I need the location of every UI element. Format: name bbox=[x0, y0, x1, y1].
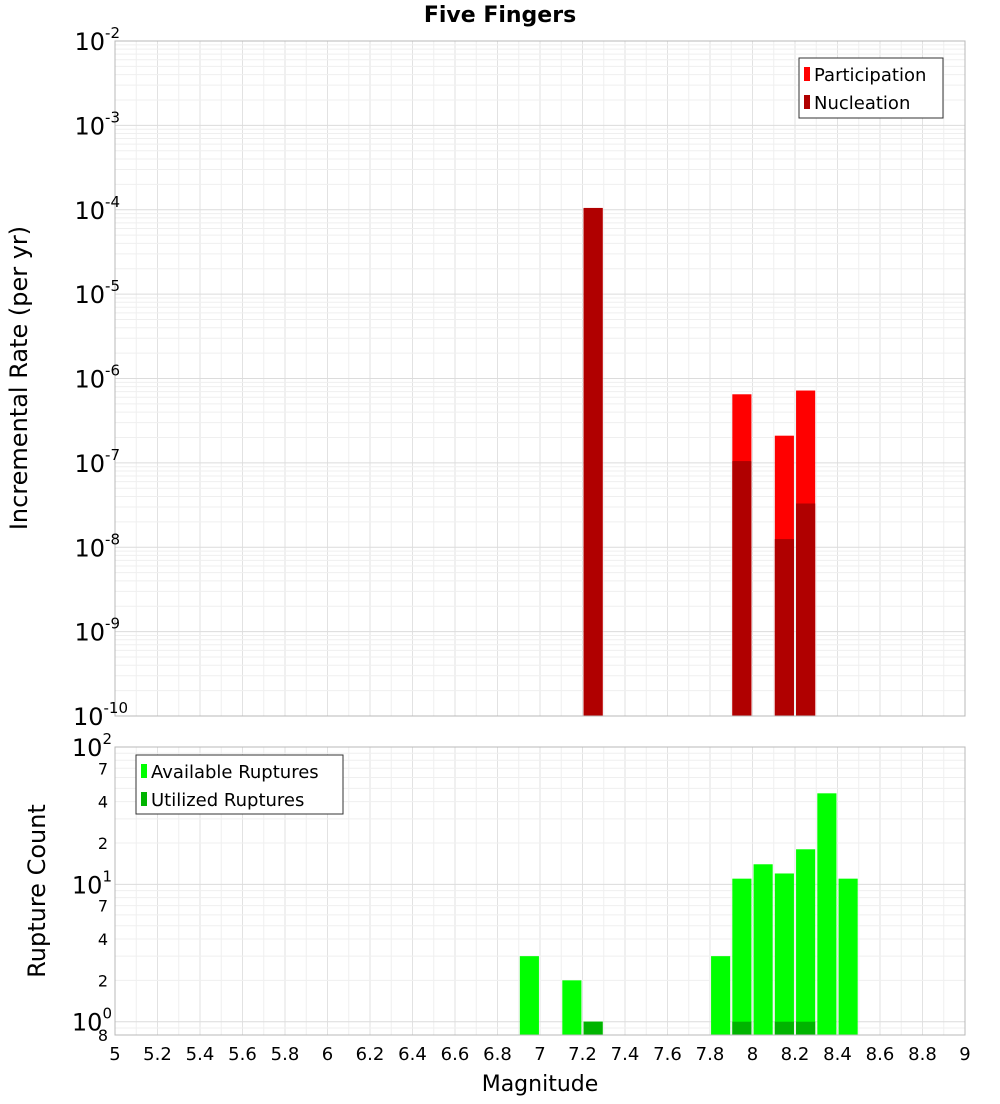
x-tick-label: 8.2 bbox=[781, 1044, 810, 1065]
x-tick-label: 7.8 bbox=[696, 1044, 725, 1065]
legend-swatch bbox=[141, 764, 147, 778]
y-tick-label: 7 bbox=[98, 897, 108, 916]
x-tick-label: 6.6 bbox=[441, 1044, 470, 1065]
y-tick-label: 2 bbox=[98, 834, 108, 853]
x-tick-label: 7.4 bbox=[611, 1044, 640, 1065]
legend-label: Nucleation bbox=[814, 93, 910, 114]
y-tick-label: 100 bbox=[72, 1005, 112, 1037]
legend-swatch bbox=[804, 67, 810, 81]
legend-box bbox=[798, 57, 944, 119]
rate-bar-nucleation bbox=[774, 539, 794, 716]
rate-panel: 10-10 10-9 10-8 10-7 10-6 10-5 10-4 10-3 10-2 Par… bbox=[73, 24, 966, 731]
count-bar-available-ruptures bbox=[817, 793, 837, 1035]
x-tick-label: 7.2 bbox=[568, 1044, 597, 1065]
legend-swatch bbox=[141, 792, 147, 806]
y-tick-label: 10-3 bbox=[74, 108, 120, 140]
count-bar-available-ruptures bbox=[519, 956, 539, 1035]
legend-swatch bbox=[804, 95, 810, 109]
x-tick-label: 6.8 bbox=[483, 1044, 512, 1065]
legend-label: Participation bbox=[814, 65, 926, 86]
count-bar-available-ruptures bbox=[838, 878, 858, 1035]
y-tick-label: 10-5 bbox=[74, 277, 120, 309]
count-bar-available-ruptures bbox=[711, 956, 731, 1035]
y-tick-label: 4 bbox=[98, 793, 108, 812]
count-bar-utilized-ruptures bbox=[796, 1021, 816, 1035]
count-plot-frame bbox=[114, 746, 966, 1036]
y-tick-label: 2 bbox=[98, 971, 108, 990]
y-tick-label: 7 bbox=[98, 759, 108, 778]
x-tick-label: 5.8 bbox=[271, 1044, 300, 1065]
x-tick-label: 8 bbox=[747, 1044, 758, 1065]
count-bar-utilized-ruptures bbox=[774, 1021, 794, 1035]
y-tick-label: 10-6 bbox=[74, 362, 120, 394]
x-tick-label: 7 bbox=[534, 1044, 545, 1065]
x-tick-label: 6 bbox=[322, 1044, 333, 1065]
x-tick-label: 6.4 bbox=[398, 1044, 427, 1065]
y-tick-label: 10-4 bbox=[74, 193, 120, 225]
x-tick-label: 7.6 bbox=[653, 1044, 682, 1065]
x-tick-label: 5.2 bbox=[143, 1044, 172, 1065]
rate-plot-frame bbox=[114, 40, 966, 717]
rate-bar-nucleation bbox=[796, 503, 816, 716]
x-tick-label: 5.4 bbox=[186, 1044, 215, 1065]
rate-legend: Participation Nucleation bbox=[798, 57, 944, 119]
x-tick-label: 5.6 bbox=[228, 1044, 257, 1065]
y-tick-label: 4 bbox=[98, 930, 108, 949]
x-tick-label: 9 bbox=[959, 1044, 970, 1065]
x-tick-label: 5 bbox=[109, 1044, 120, 1065]
count-bar-utilized-ruptures bbox=[583, 1021, 603, 1035]
y-tick-label: 10-2 bbox=[74, 24, 120, 56]
y-tick-label: 8 bbox=[98, 1026, 108, 1045]
y-tick-label: 10-9 bbox=[74, 615, 120, 647]
count-bar-utilized-ruptures bbox=[732, 1021, 752, 1035]
legend-label: Utilized Ruptures bbox=[151, 790, 304, 811]
y-tick-label: 102 bbox=[72, 730, 112, 762]
count-legend: Available Ruptures Utilized Ruptures bbox=[135, 754, 344, 815]
rate-y-axis-label: Incremental Rate (per yr) bbox=[5, 226, 33, 530]
chart-title: Five Fingers bbox=[424, 3, 576, 28]
rate-bar-nucleation bbox=[583, 207, 603, 716]
legend-box bbox=[135, 754, 344, 815]
x-axis-label: Magnitude bbox=[482, 1072, 599, 1097]
x-tick-label: 8.4 bbox=[823, 1044, 852, 1065]
y-tick-label: 101 bbox=[72, 867, 112, 899]
y-tick-label: 10-10 bbox=[73, 699, 128, 731]
count-bar-available-ruptures bbox=[774, 873, 794, 1035]
y-tick-label: 10-8 bbox=[74, 530, 120, 562]
rate-bar-nucleation bbox=[732, 461, 752, 716]
count-bar-available-ruptures bbox=[796, 849, 816, 1035]
count-bar-available-ruptures bbox=[732, 878, 752, 1035]
count-bar-available-ruptures bbox=[562, 980, 582, 1035]
x-tick-label: 6.2 bbox=[356, 1044, 385, 1065]
x-tick-label: 8.6 bbox=[866, 1044, 895, 1065]
legend-label: Available Ruptures bbox=[151, 762, 319, 783]
count-bar-available-ruptures bbox=[753, 864, 773, 1035]
count-y-axis-label: Rupture Count bbox=[23, 804, 51, 978]
x-tick-label: 8.8 bbox=[908, 1044, 937, 1065]
y-tick-label: 10-7 bbox=[74, 446, 120, 478]
